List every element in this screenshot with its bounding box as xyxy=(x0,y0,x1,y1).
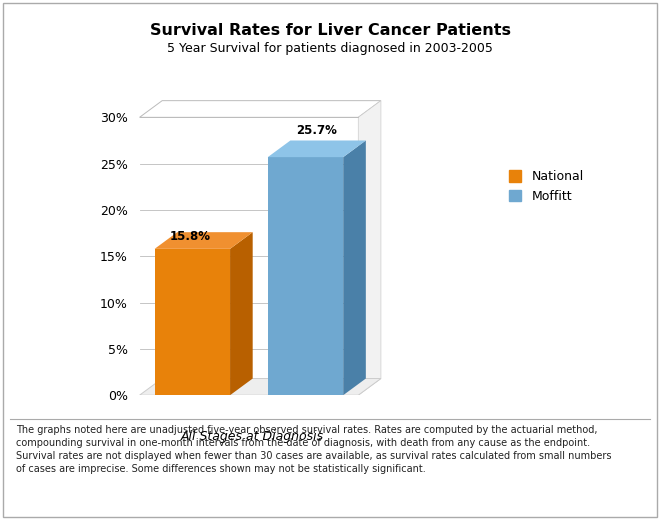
Polygon shape xyxy=(268,157,343,395)
Polygon shape xyxy=(268,140,366,157)
Text: Survival Rates for Liver Cancer Patients: Survival Rates for Liver Cancer Patients xyxy=(150,23,510,38)
Polygon shape xyxy=(358,101,381,395)
Polygon shape xyxy=(139,379,381,395)
Text: 25.7%: 25.7% xyxy=(296,124,337,137)
Polygon shape xyxy=(154,232,253,249)
Text: All Stages at Diagnosis: All Stages at Diagnosis xyxy=(181,431,324,444)
Text: The graphs noted here are unadjusted five-year observed survival rates. Rates ar: The graphs noted here are unadjusted fiv… xyxy=(16,425,612,474)
Text: 15.8%: 15.8% xyxy=(170,230,211,243)
Polygon shape xyxy=(230,232,253,395)
Polygon shape xyxy=(154,249,230,395)
Text: 5 Year Survival for patients diagnosed in 2003-2005: 5 Year Survival for patients diagnosed i… xyxy=(167,42,493,55)
Polygon shape xyxy=(343,140,366,395)
Legend: National, Moffitt: National, Moffitt xyxy=(509,170,583,202)
